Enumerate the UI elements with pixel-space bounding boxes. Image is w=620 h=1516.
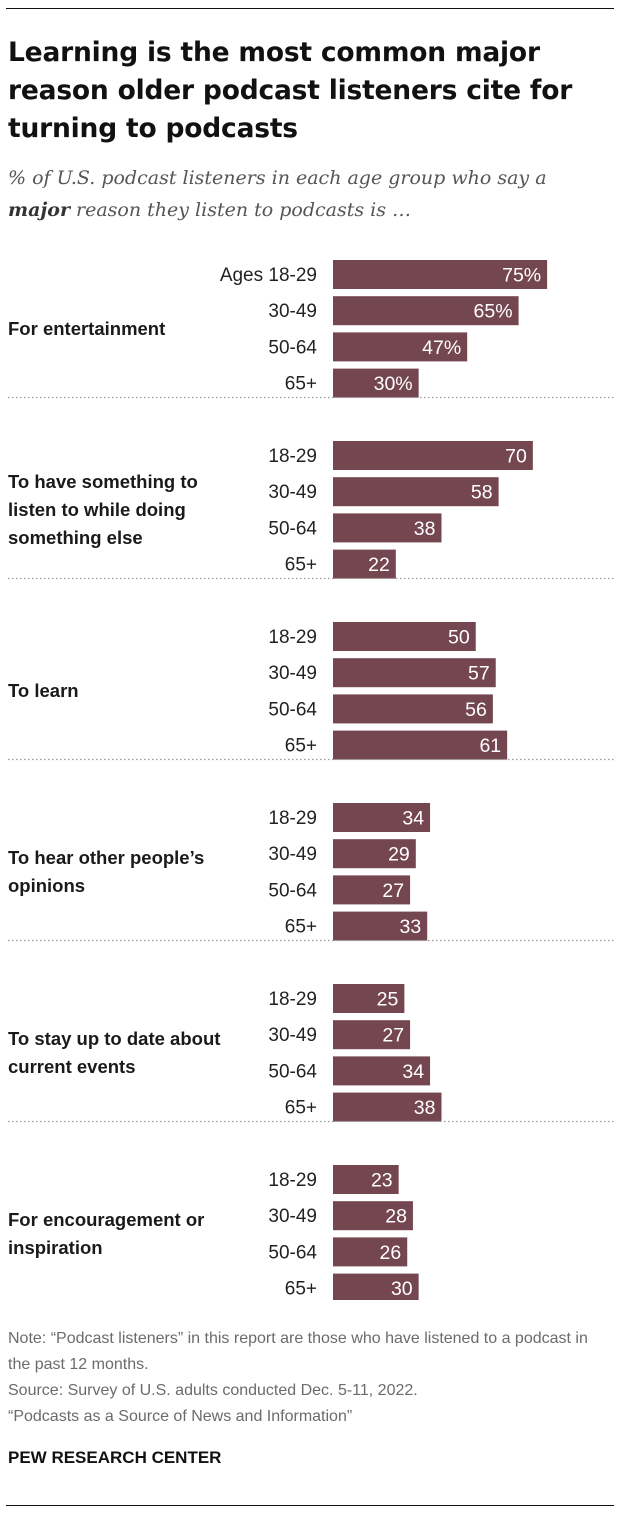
bar-value-label: 56 [465, 699, 487, 721]
age-label: 18-29 [268, 627, 317, 648]
bottom-rule [6, 1505, 614, 1506]
bar-value-label: 38 [414, 1097, 436, 1119]
age-label: 65+ [285, 555, 317, 576]
category-group: To hear other people’s opinions 18-29 34 30-… [8, 803, 431, 941]
top-rule [6, 8, 614, 9]
bar-value-label: 33 [400, 916, 422, 938]
category-label: To stay up to date about current events [8, 1028, 220, 1077]
brand-logo-text: PEW RESEARCH CENTER [8, 1448, 222, 1467]
note-text: Note: “Podcast listeners” in this report… [8, 1330, 588, 1373]
age-label: 50-64 [268, 337, 317, 358]
bar-value-label: 61 [479, 735, 501, 757]
age-label: 65+ [285, 374, 317, 395]
category-group: To have something to listen to while doin… [8, 441, 533, 579]
age-label: 18-29 [268, 989, 317, 1010]
bar-value-label: 75% [502, 265, 541, 287]
bar-value-label: 47% [422, 337, 461, 359]
age-label: 30-49 [268, 663, 317, 684]
bar [333, 260, 548, 289]
subtitle-suffix: reason they listen to podcasts is … [76, 199, 411, 221]
bar [333, 1092, 442, 1122]
bar [333, 875, 411, 905]
bar-value-label: 27 [382, 1025, 404, 1047]
bar [333, 1237, 408, 1267]
age-label: 50-64 [268, 880, 317, 901]
bar-chart: For entertainment Ages 18-29 75% 30-49 65% 50… [8, 260, 614, 1300]
category-group: For entertainment Ages 18-29 75% 30-49 65% 50… [8, 260, 548, 398]
age-label: 50-64 [268, 1061, 317, 1082]
age-label: 65+ [285, 736, 317, 757]
bar-value-label: 27 [382, 880, 404, 902]
category-group: To stay up to date about current events 18… [8, 984, 442, 1122]
bar [333, 911, 428, 941]
bar-value-label: 28 [385, 1206, 407, 1228]
bar-value-label: 23 [371, 1170, 393, 1192]
category-label: For encouragement or inspiration [8, 1209, 204, 1258]
bar [333, 1056, 431, 1086]
chart-notes: Note: “Podcast listeners” in this report… [8, 1326, 613, 1430]
age-label: 18-29 [268, 808, 317, 829]
chart-subtitle: % of U.S. podcast listeners in each age … [8, 162, 608, 226]
bar [333, 694, 493, 724]
category-group: For encouragement or inspiration 18-29 23 30… [8, 1165, 419, 1300]
bar [333, 1165, 399, 1194]
bar [333, 622, 476, 651]
bar-value-label: 38 [414, 518, 436, 540]
bar [333, 296, 519, 326]
chart-title: Learning is the most common major reason… [8, 37, 573, 144]
bar-value-label: 70 [505, 446, 527, 468]
age-label: Ages 18-29 [220, 265, 317, 286]
category-group: To learn 18-29 50 30-49 57 50-64 56 65+ 61 [8, 622, 508, 760]
age-label: 65+ [285, 1098, 317, 1119]
bar [333, 332, 468, 362]
age-label: 50-64 [268, 518, 317, 539]
category-label: To hear other people’s opinions [8, 847, 204, 896]
bar [333, 1273, 419, 1300]
age-label: 30-49 [268, 301, 317, 322]
age-label: 65+ [285, 917, 317, 938]
bar-value-label: 58 [471, 482, 493, 504]
bar [333, 368, 419, 398]
subtitle-emphasis: major [8, 199, 70, 221]
age-label: 30-49 [268, 1025, 317, 1046]
age-label: 18-29 [268, 446, 317, 467]
bar [333, 730, 508, 760]
bar-value-label: 30 [391, 1278, 413, 1300]
age-label: 18-29 [268, 1170, 317, 1191]
bar [333, 1201, 413, 1231]
category-label: To have something to listen to while doin… [8, 471, 198, 548]
age-label: 50-64 [268, 699, 317, 720]
bar [333, 658, 496, 688]
source-text: Source: Survey of U.S. adults conducted … [8, 1382, 418, 1399]
bar-value-label: 65% [474, 301, 513, 323]
bar-value-label: 34 [402, 808, 424, 830]
category-label: To learn [8, 680, 79, 701]
subtitle-prefix: % of U.S. podcast listeners in each age … [8, 167, 547, 189]
bar [333, 441, 533, 470]
bar-value-label: 34 [402, 1061, 424, 1083]
report-title: “Podcasts as a Source of News and Inform… [8, 1408, 353, 1425]
bar [333, 839, 416, 869]
bar [333, 1020, 411, 1050]
age-label: 30-49 [268, 1206, 317, 1227]
bar-value-label: 26 [380, 1242, 402, 1264]
bar [333, 549, 396, 579]
bar [333, 984, 405, 1013]
bar-value-label: 29 [388, 844, 410, 866]
age-label: 50-64 [268, 1242, 317, 1263]
bar [333, 803, 431, 832]
age-label: 30-49 [268, 844, 317, 865]
bar-value-label: 30% [374, 373, 413, 395]
bar-value-label: 22 [368, 554, 390, 576]
bar [333, 513, 442, 543]
bar-value-label: 57 [468, 663, 490, 685]
age-label: 30-49 [268, 482, 317, 503]
age-label: 65+ [285, 1279, 317, 1300]
bar [333, 477, 499, 507]
bar-value-label: 50 [448, 627, 470, 649]
bar-value-label: 25 [377, 989, 399, 1011]
category-label: For entertainment [8, 318, 165, 339]
